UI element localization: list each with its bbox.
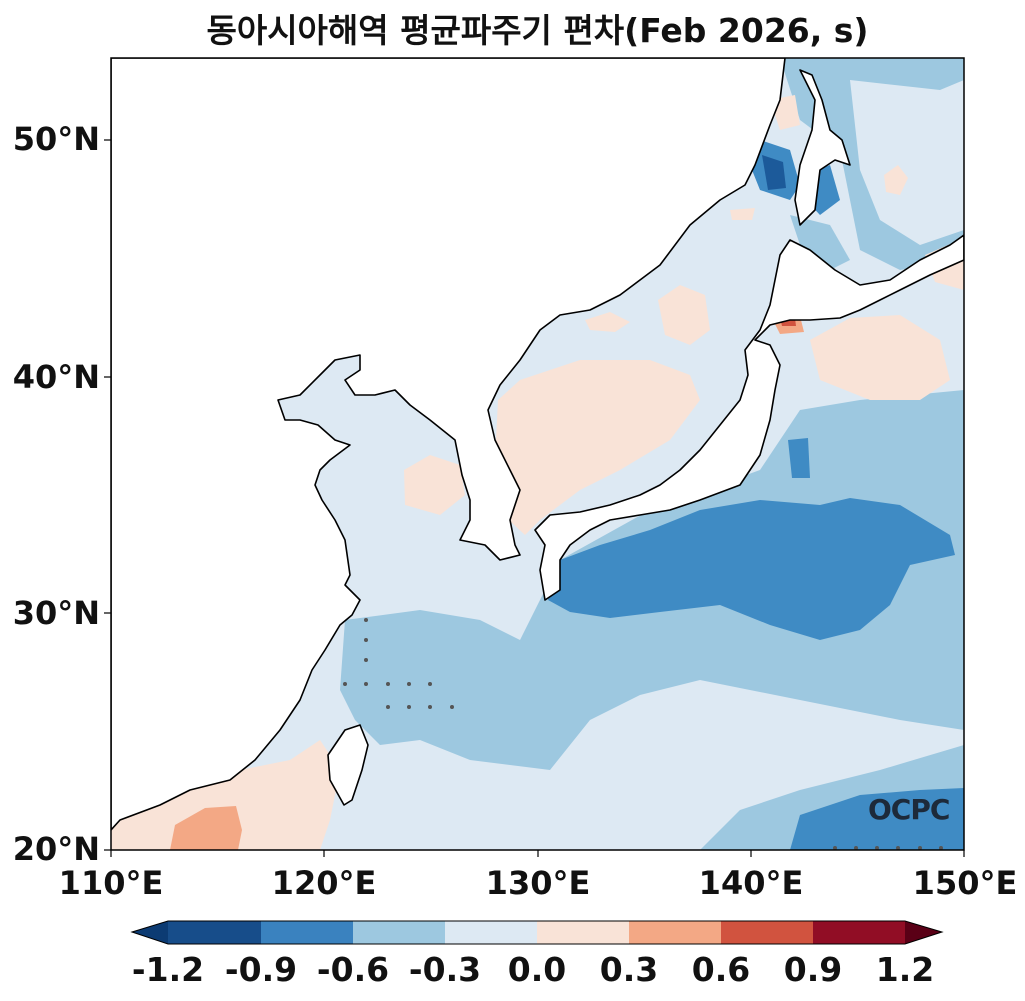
anomaly-region — [585, 312, 630, 332]
lat-tick-label: 20°N — [12, 830, 100, 868]
anomaly-region — [170, 806, 242, 850]
colorbar-extend-low — [132, 921, 168, 944]
colorbar-label: -0.9 — [224, 950, 298, 989]
land — [111, 58, 964, 831]
anomaly-region — [730, 208, 755, 220]
lat-tick-label: 40°N — [12, 358, 100, 396]
colorbar-segment — [721, 921, 813, 944]
colorbar — [130, 920, 944, 945]
colorbar-label: 0.6 — [691, 950, 751, 989]
colorbar-label: -0.3 — [408, 950, 482, 989]
colorbar-segment — [353, 921, 445, 944]
ocpc-logo: OCPC — [868, 793, 950, 826]
anomaly-region — [790, 788, 964, 850]
anomaly-region — [788, 438, 810, 478]
colorbar-label: 0.3 — [599, 950, 659, 989]
anomaly-region — [658, 285, 710, 345]
colorbar-segment — [168, 921, 261, 944]
anomaly-region — [810, 315, 950, 400]
colorbar-label: 0.9 — [783, 950, 843, 989]
axis-ticks — [104, 139, 965, 857]
colorbar-segment — [261, 921, 353, 944]
anomaly-region — [790, 215, 850, 270]
lon-tick-label: 150°E — [912, 864, 1018, 902]
anomaly-region — [548, 498, 955, 640]
chart-title: 동아시아해역 평균파주기 편차(Feb 2026, s) — [206, 11, 869, 50]
colorbar-label: -1.2 — [131, 950, 205, 989]
anomaly-region — [111, 740, 340, 850]
lat-tick-label: 50°N — [12, 120, 100, 158]
significance-dots — [343, 618, 943, 850]
anomaly-region — [850, 80, 964, 245]
anomaly-field — [111, 58, 964, 850]
colorbar-segment — [537, 921, 629, 944]
anomaly-region — [495, 360, 700, 535]
anomaly-region — [884, 165, 908, 195]
colorbar-segment — [629, 921, 721, 944]
colorbar-label: 0.0 — [507, 950, 567, 989]
anomaly-region — [762, 155, 786, 190]
lon-tick-label: 110°E — [58, 864, 164, 902]
colorbar-label: 1.2 — [875, 950, 935, 989]
colorbar-segment — [813, 921, 905, 944]
anomaly-region — [404, 455, 465, 515]
lon-tick-label: 120°E — [271, 864, 377, 902]
lon-tick-label: 140°E — [698, 864, 804, 902]
colorbar-segment — [445, 921, 537, 944]
lon-tick-label: 130°E — [485, 864, 591, 902]
colorbar-label: -0.6 — [316, 950, 390, 989]
colorbar-extend-high — [905, 921, 942, 944]
lat-tick-label: 30°N — [12, 594, 100, 632]
